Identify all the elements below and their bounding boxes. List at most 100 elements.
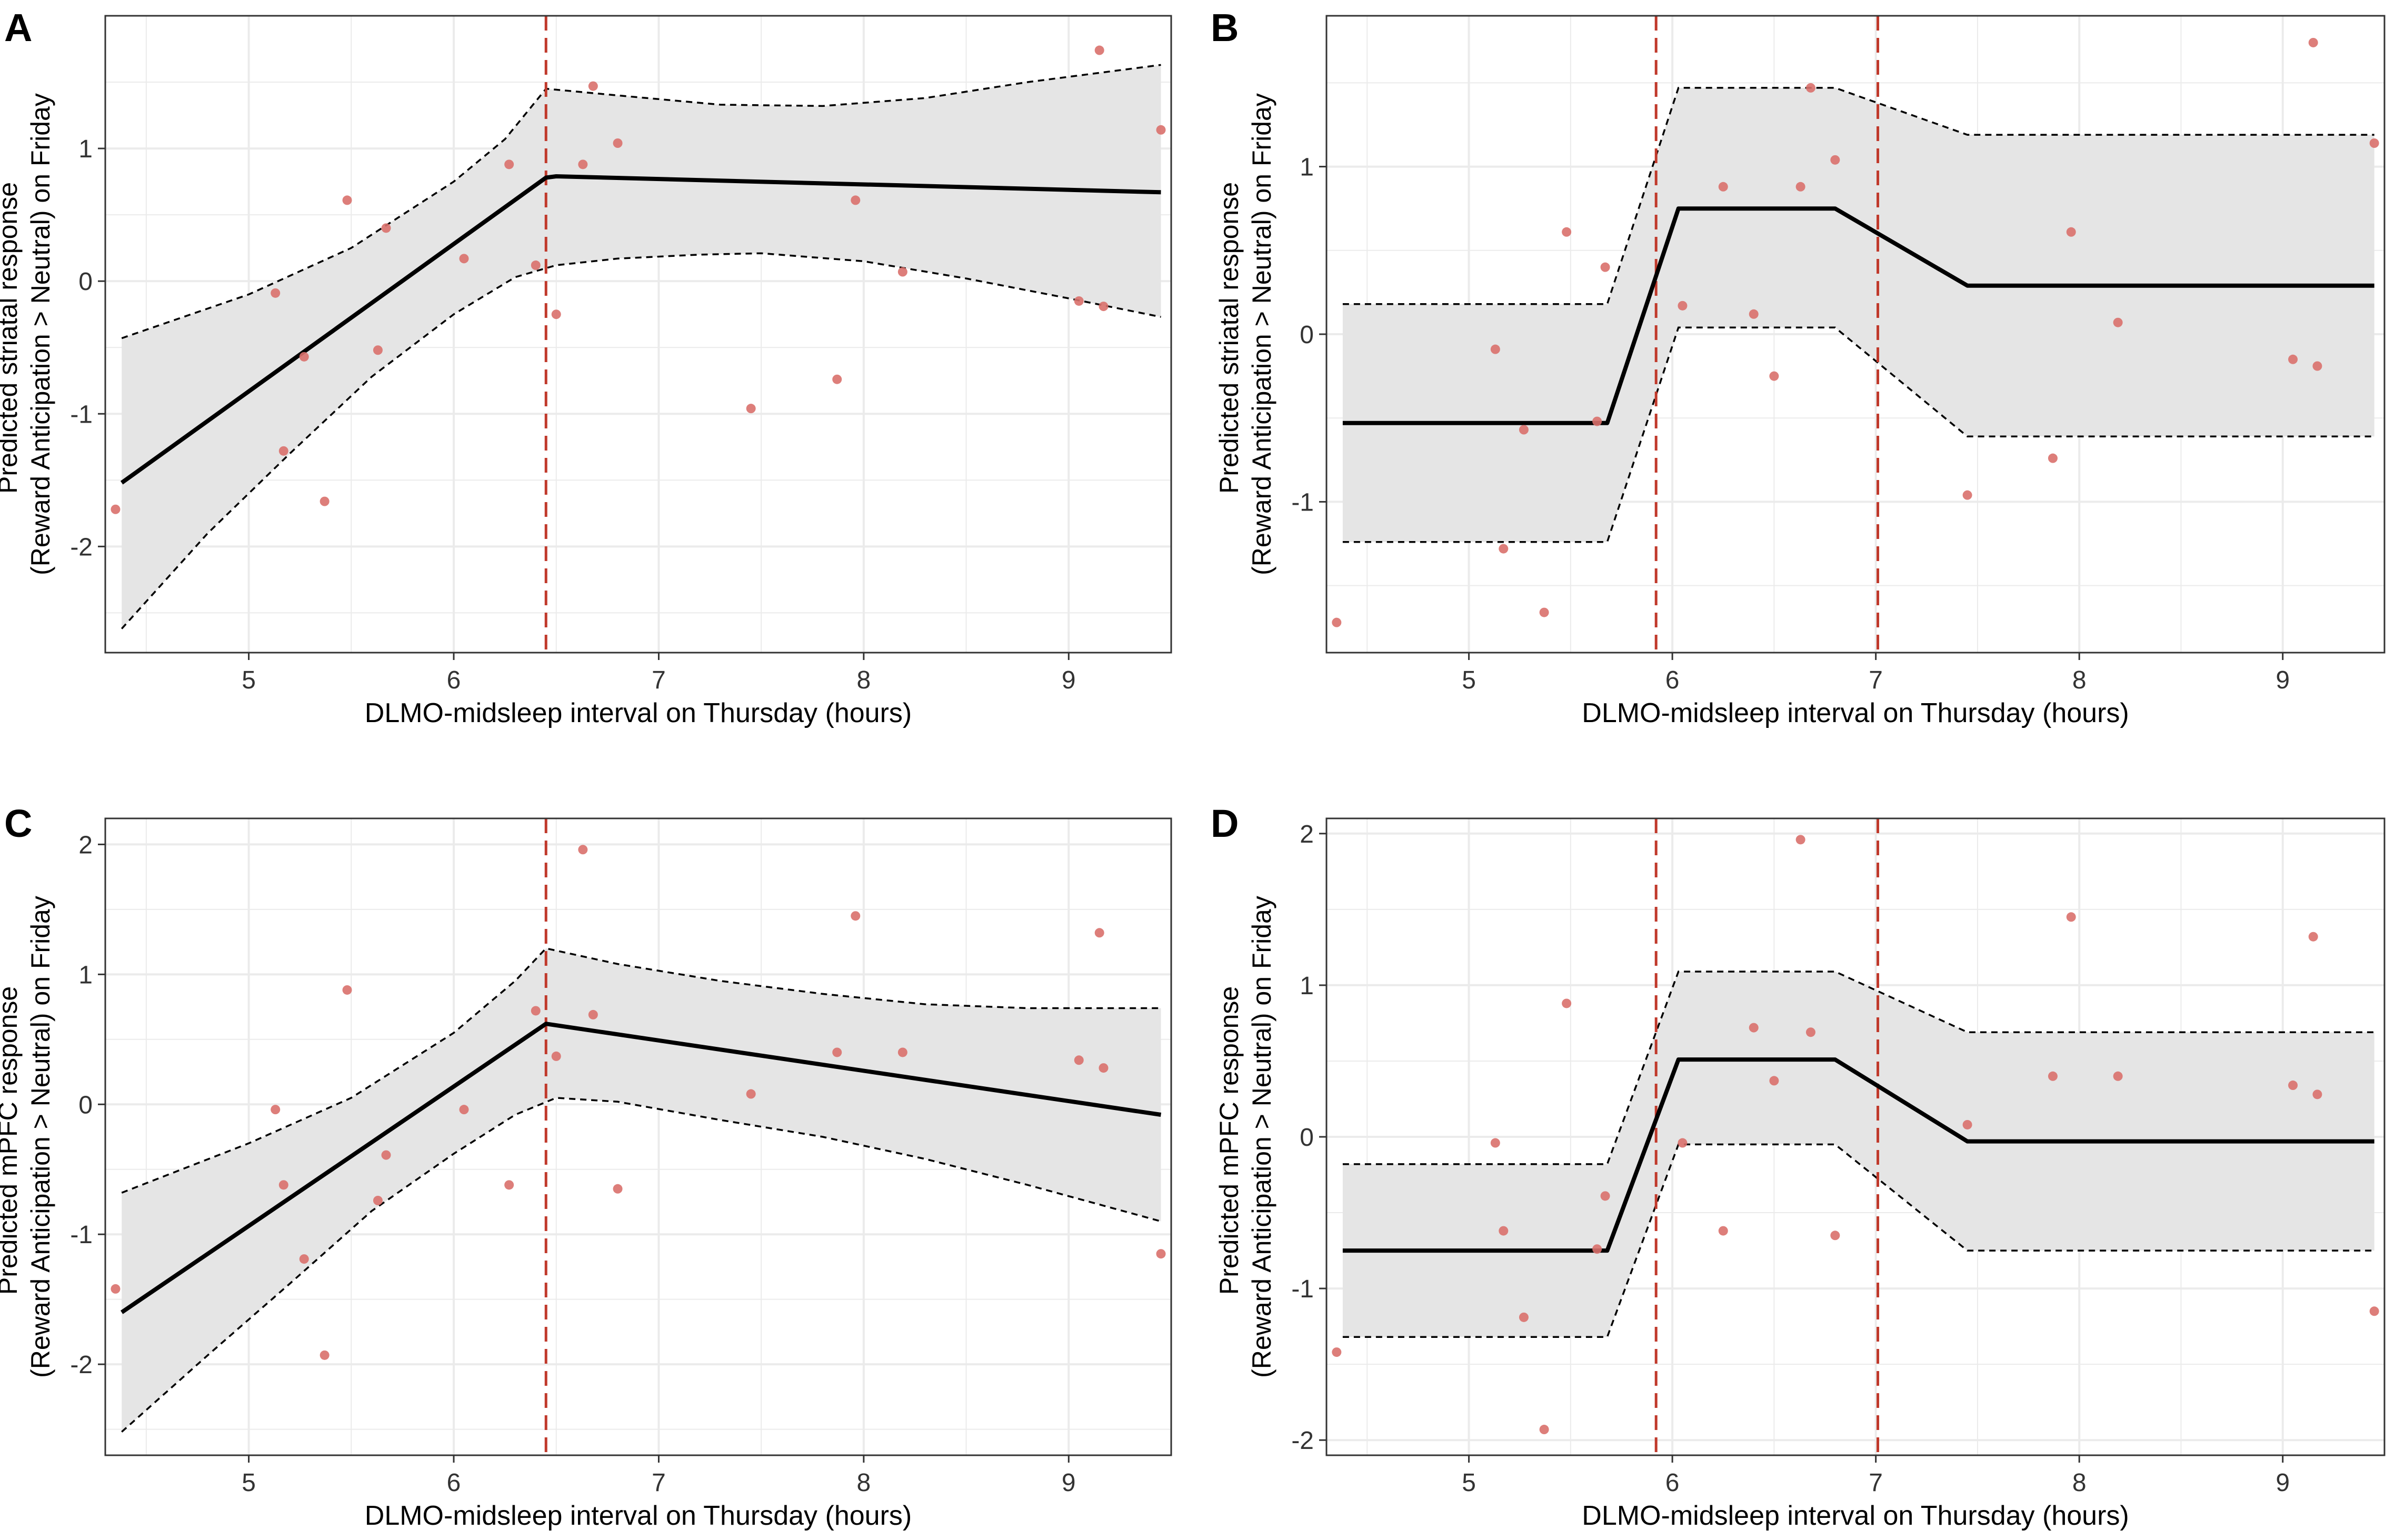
y-axis-label-line2-d: (Reward Anticipation > Neutral) on Frida…	[1247, 896, 1276, 1378]
data-points-d	[1332, 835, 2379, 1435]
data-point-b	[1962, 490, 1972, 500]
data-point-c	[1099, 1063, 1109, 1073]
breakpoint-lines-b	[1654, 16, 1880, 653]
x-tick-label-d: 7	[1869, 1469, 1883, 1497]
y-axis-ticks-d: -2 -1 0 1 2	[1291, 821, 1326, 1455]
data-point-a	[531, 260, 541, 270]
y-tick-label-d: 0	[1300, 1124, 1314, 1152]
y-axis-label-line2-b: (Reward Anticipation > Neutral) on Frida…	[1247, 93, 1276, 575]
panel-a: A 5 6 7 8 9 -2 -1 0 1 DLMO-midsleep interval on…	[0, 6, 1172, 728]
data-point-a	[746, 404, 756, 414]
data-point-a	[588, 81, 598, 91]
x-tick-label-d: 5	[1462, 1469, 1476, 1497]
data-point-b	[2066, 227, 2076, 237]
fit-line-c	[120, 1022, 1162, 1314]
y-axis-ticks-b: -1 0 1	[1291, 154, 1326, 516]
x-tick-label-a: 8	[857, 666, 871, 694]
data-point-d	[1519, 1312, 1529, 1322]
y-tick-label-b: 1	[1300, 154, 1314, 182]
data-point-d	[2288, 1081, 2298, 1091]
y-tick-label-c: 2	[78, 831, 93, 859]
lower-ci-line-c	[121, 1097, 1161, 1433]
y-tick-label-c: -2	[70, 1351, 93, 1379]
x-tick-label-b: 7	[1869, 666, 1883, 694]
lower-ci-line-b	[1342, 326, 2374, 543]
fit-line-b	[1342, 206, 2374, 425]
data-point-c	[1074, 1055, 1084, 1065]
x-tick-label-b: 5	[1462, 666, 1476, 694]
data-point-b	[1749, 309, 1759, 319]
data-point-b	[1718, 182, 1728, 192]
y-tick-label-a: -1	[70, 401, 93, 428]
x-tick-label-b: 8	[2072, 666, 2087, 694]
data-point-d	[1962, 1119, 1972, 1129]
data-point-b	[1539, 607, 1549, 617]
data-point-d	[1718, 1226, 1728, 1236]
y-tick-label-c: -1	[70, 1221, 93, 1249]
data-point-c	[111, 1284, 121, 1294]
x-tick-label-c: 8	[857, 1469, 871, 1497]
y-axis-label-line1-b: Predicted striatal response	[1214, 182, 1244, 494]
y-axis-label-line2-a: (Reward Anticipation > Neutral) on Frida…	[26, 93, 55, 575]
upper-ci-line-b	[1342, 87, 2374, 305]
data-point-d	[1678, 1138, 1688, 1148]
data-point-a	[271, 288, 281, 298]
data-point-b	[2308, 37, 2318, 47]
data-point-b	[2288, 354, 2298, 364]
fit-line-d	[1342, 1057, 2374, 1253]
data-point-a	[551, 309, 561, 319]
data-point-a	[278, 446, 288, 456]
data-point-c	[373, 1196, 383, 1205]
data-point-c	[320, 1350, 330, 1360]
upper-ci-line-a	[121, 64, 1161, 339]
data-point-d	[1490, 1138, 1500, 1148]
x-tick-label-a: 6	[447, 666, 461, 694]
y-axis-label-line1-a: Predicted striatal response	[0, 182, 23, 494]
data-point-a	[342, 195, 352, 205]
data-point-a	[111, 504, 121, 514]
data-point-b	[1795, 182, 1805, 192]
data-point-b	[2312, 361, 2322, 371]
x-tick-label-a: 9	[1062, 666, 1076, 694]
data-point-b	[2369, 138, 2379, 148]
data-point-b	[1805, 83, 1815, 93]
x-tick-label-c: 7	[652, 1469, 666, 1497]
x-tick-label-c: 5	[242, 1469, 256, 1497]
fit-line-a	[120, 174, 1161, 485]
data-point-b	[2048, 453, 2058, 463]
y-axis-label-line1-d: Predicted mPFC response	[1214, 986, 1244, 1295]
x-axis-ticks-d: 5 6 7 8 9	[1462, 1455, 2290, 1497]
data-point-a	[578, 159, 588, 169]
panel-border-a	[104, 15, 1172, 654]
data-point-d	[1539, 1425, 1549, 1435]
data-point-c	[504, 1180, 514, 1190]
y-tick-label-d: 1	[1300, 972, 1314, 1000]
data-point-c	[531, 1006, 541, 1016]
data-point-a	[897, 267, 907, 277]
data-point-a	[299, 352, 309, 362]
confidence-ribbon-d	[1342, 972, 2374, 1337]
data-point-c	[613, 1184, 623, 1194]
data-point-d	[2312, 1089, 2322, 1099]
data-point-a	[373, 345, 383, 355]
data-point-d	[1749, 1023, 1759, 1033]
y-axis-label-line2-c: (Reward Anticipation > Neutral) on Frida…	[26, 896, 55, 1378]
data-point-d	[1499, 1226, 1509, 1236]
breakpoint-lines-d	[1654, 818, 1880, 1455]
data-point-b	[1678, 301, 1688, 311]
data-point-b	[1769, 371, 1779, 381]
data-point-d	[2048, 1071, 2058, 1081]
data-point-c	[271, 1105, 281, 1115]
y-axis-ticks-a: -2 -1 0 1	[70, 135, 105, 561]
y-tick-label-d: -1	[1291, 1275, 1314, 1303]
data-point-a	[320, 496, 330, 506]
data-point-c	[459, 1105, 469, 1115]
data-points-a	[111, 45, 1166, 514]
data-point-c	[551, 1051, 561, 1061]
y-tick-label-a: -2	[70, 533, 93, 561]
y-axis-label-a: Predicted striatal response (Reward Anti…	[0, 93, 55, 575]
y-tick-label-a: 1	[78, 135, 93, 163]
data-point-d	[1562, 998, 1572, 1008]
data-point-d	[1592, 1244, 1602, 1254]
data-point-a	[381, 223, 391, 233]
